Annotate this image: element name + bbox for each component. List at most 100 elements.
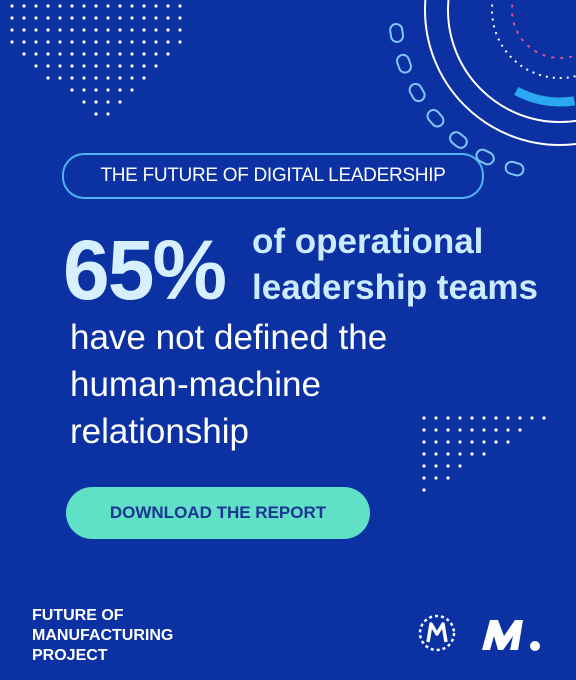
dot [494, 440, 498, 444]
dot [482, 440, 486, 444]
footer-text: FUTURE OF [32, 607, 124, 624]
dot [58, 4, 62, 8]
footer-text: PROJECT [32, 647, 108, 664]
dot [434, 464, 438, 468]
dot [518, 428, 522, 432]
dot [446, 416, 450, 420]
body-text: have not defined the [70, 318, 388, 357]
dot [446, 476, 450, 480]
dot [94, 64, 98, 68]
dot [70, 16, 74, 20]
dot [94, 28, 98, 32]
dot [34, 52, 38, 56]
oval [396, 53, 412, 74]
dot [494, 428, 498, 432]
dot [70, 88, 74, 92]
dot [118, 28, 122, 32]
dot [34, 16, 38, 20]
dot [142, 52, 146, 56]
oval [389, 22, 405, 43]
dot [94, 88, 98, 92]
arc [491, 0, 576, 79]
dot [154, 52, 158, 56]
dot [22, 16, 26, 20]
dot [434, 476, 438, 480]
dot [130, 64, 134, 68]
dot [82, 64, 86, 68]
dot [118, 64, 122, 68]
dot [142, 16, 146, 20]
oval [449, 131, 468, 149]
dot [58, 52, 62, 56]
dot [70, 4, 74, 8]
dot [118, 16, 122, 20]
dot [82, 16, 86, 20]
dot [106, 40, 110, 44]
stat-text: of operational [252, 222, 484, 261]
dot [422, 416, 426, 420]
arc [424, 0, 576, 146]
dot [458, 464, 462, 468]
logo-ring [418, 614, 456, 652]
dot [446, 452, 450, 456]
dot [130, 76, 134, 80]
dot [106, 100, 110, 104]
dot [58, 76, 62, 80]
logo-dot [530, 641, 540, 651]
dot [458, 428, 462, 432]
dot [70, 40, 74, 44]
dot [10, 16, 14, 20]
dot [94, 16, 98, 20]
dot [434, 416, 438, 420]
dot [118, 52, 122, 56]
dot [46, 40, 50, 44]
dot [434, 452, 438, 456]
ovals [389, 22, 525, 177]
dot [22, 4, 26, 8]
arc [463, 0, 576, 107]
dot [166, 52, 170, 56]
dot [542, 416, 546, 420]
arc [511, 0, 576, 59]
dot [422, 464, 426, 468]
dot [106, 64, 110, 68]
oval [475, 148, 495, 166]
dot [82, 28, 86, 32]
dot [130, 4, 134, 8]
dot [118, 76, 122, 80]
dot [46, 64, 50, 68]
dot [94, 76, 98, 80]
dot [58, 28, 62, 32]
download-button[interactable]: DOWNLOAD THE REPORT [66, 487, 370, 539]
dot [70, 64, 74, 68]
footer-text: MANUFACTURING [32, 627, 174, 644]
arcs [424, 0, 576, 146]
dot [46, 4, 50, 8]
dot [470, 440, 474, 444]
dot [530, 416, 534, 420]
dot [46, 76, 50, 80]
body-text: human-machine [70, 365, 321, 404]
logo-letter [482, 620, 523, 650]
dot [422, 452, 426, 456]
dot [106, 16, 110, 20]
dot [178, 28, 182, 32]
body-text: relationship [70, 412, 249, 451]
dot [166, 28, 170, 32]
dot [458, 416, 462, 420]
dot [106, 4, 110, 8]
dot [70, 52, 74, 56]
dot [10, 4, 14, 8]
dot [130, 40, 134, 44]
dot [422, 488, 426, 492]
dot [446, 464, 450, 468]
dot [94, 4, 98, 8]
dot [178, 40, 182, 44]
dot [94, 112, 98, 116]
dot [506, 416, 510, 420]
dot [82, 100, 86, 104]
dot [70, 76, 74, 80]
arc [447, 0, 576, 123]
dot [82, 76, 86, 80]
dot [46, 16, 50, 20]
